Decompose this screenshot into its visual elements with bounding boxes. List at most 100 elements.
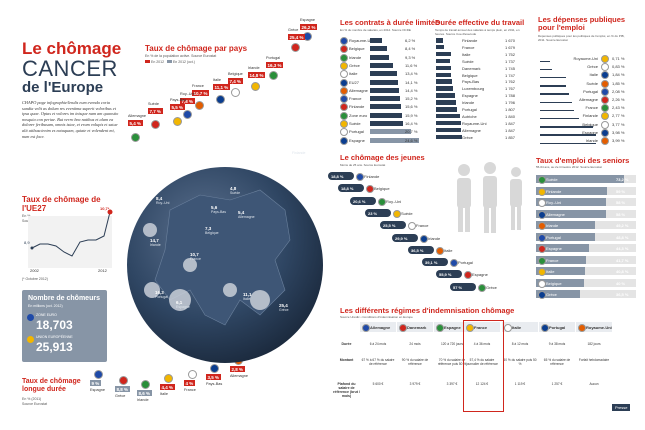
- seniors-name: Portugal: [546, 234, 561, 240]
- depenses-value: 2,26 %: [612, 97, 625, 102]
- ue27-start-val: 8,9: [24, 240, 30, 245]
- contrats-value: 6,2 %: [405, 38, 416, 43]
- regimes-country: Royaume-Uni: [586, 325, 612, 330]
- regimes-cell: 3 397 €: [446, 382, 458, 386]
- duree-bar: [436, 72, 451, 77]
- duree-name: Belgique: [462, 72, 478, 78]
- map-legend: En 2012 En 2012 (oct.): [145, 60, 195, 64]
- depenses-name: Italie: [589, 72, 598, 78]
- flag-icon: [538, 176, 546, 184]
- regimes-cell: 70 % du salaire de référence puis 50 %: [437, 358, 467, 366]
- ue27-note: (* Octobre 2012): [22, 277, 48, 281]
- jeunes-value: 57 %: [453, 284, 463, 290]
- ue-label: UNION EUROPÉENNE: [36, 335, 73, 339]
- regimes-header-cell: [464, 322, 500, 332]
- euro-flag-icon: [27, 314, 34, 321]
- top-country-value: 11,1 %: [213, 84, 230, 90]
- flag-icon: [251, 81, 260, 91]
- seniors-bar: [536, 255, 587, 264]
- jeunes-name: Irlande: [428, 235, 441, 241]
- contrats-value: 15,6 %: [405, 104, 418, 110]
- seniors-subtitle: 55-64 ans, au 2e trimestre 2012. Source …: [536, 165, 602, 169]
- legend-2012-swatch: [145, 60, 150, 63]
- jeunes-value: 39,1 %: [425, 260, 438, 266]
- top-country-value: 14,8 %: [248, 72, 266, 78]
- jeunes-name: Espagne: [472, 272, 488, 278]
- contrats-name: Portugal: [349, 129, 364, 135]
- regimes-header-cell: [539, 322, 575, 332]
- bubble-espagne: [169, 289, 191, 311]
- depenses-value: 0,83 %: [612, 64, 625, 70]
- regimes-cell: 12 124 €: [475, 382, 489, 386]
- seniors-name: Allemagne: [546, 211, 565, 217]
- flag-icon: [538, 199, 546, 207]
- flag-icon: [216, 94, 225, 104]
- contrats-value: 15,9 %: [405, 112, 418, 118]
- ue-value: 25,913: [36, 340, 73, 354]
- duree-subtitle: Temps de travail annuel des salariés à t…: [435, 28, 520, 36]
- flag-icon: [578, 324, 586, 332]
- flag-icon: [188, 370, 197, 379]
- duree-bar: [436, 127, 461, 133]
- jeunes-pill: [350, 196, 376, 205]
- ue27-start-year: 2002: [30, 268, 39, 273]
- ue27-end-val: 10,7*: [100, 206, 110, 211]
- contrats-name: Allemagne: [349, 87, 368, 93]
- seniors-bar: [536, 232, 595, 241]
- map-value-label: 5,6: [211, 205, 218, 210]
- depenses-value: 3,98 %: [612, 129, 625, 135]
- duree-name: France: [462, 44, 475, 50]
- duree-name: Portugal: [462, 107, 477, 112]
- seniors-bar: [536, 278, 584, 287]
- seniors-name: Suède: [546, 177, 558, 182]
- contrats-bar: [370, 38, 383, 43]
- longue-name: France: [184, 388, 196, 392]
- contrats-value: 11,6 %: [405, 62, 418, 68]
- regimes-country: Danemark: [407, 325, 427, 330]
- flag-icon: [183, 109, 192, 119]
- flag-icon: [538, 256, 546, 265]
- contrats-value: 15,2 %: [405, 96, 418, 102]
- seniors-value: 73,2 %: [616, 177, 629, 182]
- ue27-plot-area: [28, 216, 112, 268]
- regimes-cell: 6 à 24 mois: [369, 342, 387, 346]
- regimes-cell: 1 257 €: [551, 382, 563, 386]
- regimes-country: Espagne: [444, 325, 461, 330]
- jeunes-name: France: [416, 223, 429, 229]
- flag-icon: [131, 132, 140, 142]
- duree-value: 1 762: [505, 79, 516, 85]
- bubble-italie: [223, 283, 237, 297]
- flag-icon: [420, 234, 428, 243]
- zone-euro-value: 18,703: [36, 318, 73, 332]
- duree-value: 1 857: [505, 134, 516, 140]
- contrats-name: Suède: [349, 121, 361, 126]
- regimes-header-cell: [434, 322, 470, 332]
- depenses-name: Portugal: [583, 88, 598, 94]
- duree-name: Espagne: [462, 93, 478, 99]
- flag-icon: [340, 53, 348, 62]
- map-value-label: 6,1: [176, 300, 183, 305]
- ue27-start-point: [30, 246, 34, 250]
- contrats-bar: [370, 54, 389, 60]
- jeunes-pill: [422, 258, 448, 267]
- flag-icon: [601, 128, 609, 137]
- seniors-value: 40,8 %: [616, 269, 629, 274]
- regimes-cell: 24 mois: [409, 342, 421, 346]
- jeunes-pill: [328, 172, 354, 180]
- duree-value: 1 807: [505, 107, 516, 112]
- top-country-value: 7,4 %: [228, 78, 243, 84]
- depenses-name: France: [585, 105, 598, 111]
- longue-value: 3,5 %: [206, 374, 221, 380]
- regimes-cell: 8 à 12 mois: [511, 342, 529, 346]
- duree-value: 1 840: [505, 113, 516, 119]
- seniors-bar: [536, 221, 596, 229]
- duree-name: Royaume-Uni: [462, 120, 487, 126]
- ue27-end-point: [107, 209, 113, 215]
- jeunes-name: Roy.-Uni: [386, 198, 402, 204]
- flag-icon: [291, 42, 300, 52]
- jeunes-name: Finlande: [364, 174, 380, 179]
- longue-name: Pays-Bas: [206, 382, 223, 386]
- contrats-bar: [370, 96, 401, 102]
- flag-icon: [478, 283, 486, 292]
- flag-icon: [340, 120, 348, 128]
